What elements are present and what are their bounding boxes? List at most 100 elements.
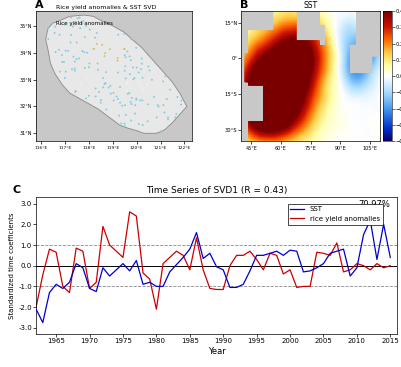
Point	[144, 118, 151, 124]
Point	[72, 59, 78, 65]
rice yield anomalies	[34, 305, 38, 309]
Point	[83, 23, 89, 29]
Point	[45, 25, 51, 31]
Point	[121, 31, 128, 37]
Point	[145, 63, 152, 69]
Point	[118, 120, 124, 126]
Point	[133, 97, 140, 103]
Point	[134, 65, 140, 70]
Point	[98, 97, 104, 103]
Point	[115, 70, 121, 76]
Point	[79, 48, 85, 54]
SST	[388, 255, 393, 259]
Legend: SST, rice yield anomalies: SST, rice yield anomalies	[288, 204, 383, 225]
Point	[139, 75, 146, 81]
Point	[124, 79, 131, 85]
Point	[129, 95, 135, 101]
Point	[122, 68, 128, 74]
Point	[143, 85, 149, 91]
Point	[73, 56, 80, 62]
Point	[56, 47, 62, 53]
Point	[59, 52, 65, 58]
Point	[115, 32, 122, 37]
Point	[160, 102, 166, 108]
rice yield anomalies	[154, 307, 159, 311]
Point	[122, 123, 128, 129]
Point	[67, 40, 74, 46]
Point	[73, 40, 80, 46]
Point	[114, 58, 121, 63]
Point	[51, 30, 58, 36]
Title: SST: SST	[304, 1, 318, 10]
Point	[165, 115, 171, 120]
Point	[73, 88, 79, 94]
Point	[83, 75, 90, 81]
X-axis label: Year: Year	[208, 347, 225, 356]
Point	[149, 77, 155, 83]
Point	[52, 24, 59, 30]
Point	[99, 42, 105, 48]
Point	[158, 128, 164, 134]
Point	[154, 102, 161, 108]
Text: 70.97%: 70.97%	[358, 200, 390, 209]
Point	[45, 36, 51, 42]
Point	[137, 82, 143, 88]
Line: SST: SST	[36, 220, 390, 323]
Point	[92, 35, 98, 41]
Point	[130, 76, 136, 82]
Point	[65, 48, 71, 54]
Point	[139, 97, 146, 103]
Point	[124, 81, 130, 87]
Point	[74, 75, 81, 81]
Point	[95, 67, 101, 73]
Point	[114, 55, 121, 61]
Point	[122, 102, 128, 108]
rice yield anomalies	[94, 280, 99, 284]
Point	[72, 19, 79, 25]
Point	[103, 69, 109, 75]
Point	[94, 61, 101, 66]
Point	[133, 96, 140, 102]
Point	[61, 59, 67, 65]
Point	[90, 46, 97, 52]
Point	[70, 24, 76, 30]
SST	[41, 320, 45, 325]
Point	[136, 121, 142, 127]
Point	[117, 84, 123, 90]
Point	[128, 117, 134, 123]
Point	[52, 49, 59, 55]
Point	[131, 75, 138, 81]
Point	[139, 55, 145, 61]
Text: C: C	[12, 185, 21, 195]
Point	[115, 96, 122, 102]
Point	[136, 70, 142, 76]
Point	[160, 79, 166, 84]
Point	[125, 91, 131, 97]
Point	[93, 41, 100, 47]
Point	[83, 95, 89, 101]
Point	[68, 32, 74, 38]
Point	[68, 22, 75, 28]
Point	[92, 86, 99, 91]
Point	[86, 64, 92, 70]
Point	[102, 80, 109, 86]
Point	[87, 27, 93, 33]
Point	[107, 46, 113, 52]
Point	[105, 84, 112, 90]
Text: Rice yield anomalies & SST SVD: Rice yield anomalies & SST SVD	[56, 5, 157, 10]
Point	[132, 111, 138, 117]
rice yield anomalies	[288, 268, 292, 272]
Point	[119, 103, 126, 109]
Point	[162, 73, 168, 79]
Point	[151, 94, 157, 100]
Point	[79, 21, 86, 26]
Y-axis label: Standardized time coefficients: Standardized time coefficients	[9, 212, 15, 319]
Point	[78, 82, 84, 88]
Point	[122, 46, 128, 52]
Point	[61, 22, 68, 28]
SST	[247, 269, 252, 273]
Point	[173, 111, 180, 117]
Point	[91, 46, 97, 52]
Point	[122, 76, 129, 81]
Point	[62, 48, 69, 54]
